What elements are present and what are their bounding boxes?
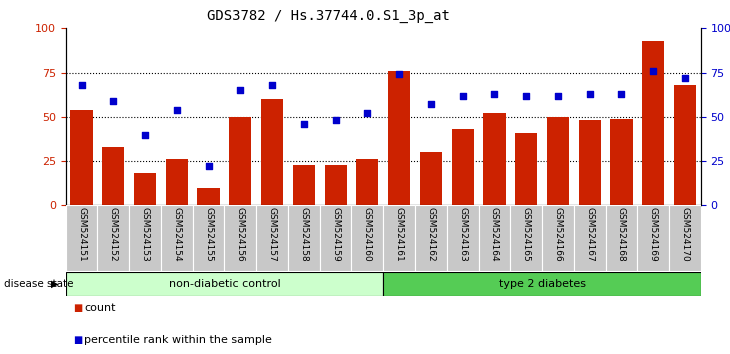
Bar: [193, 205, 224, 271]
Text: percentile rank within the sample: percentile rank within the sample: [84, 335, 272, 345]
Point: [330, 118, 342, 123]
Bar: [478, 205, 510, 271]
Bar: [574, 205, 606, 271]
Text: GSM524158: GSM524158: [299, 207, 308, 262]
Text: type 2 diabetes: type 2 diabetes: [499, 279, 585, 289]
Text: GSM524169: GSM524169: [649, 207, 658, 262]
Point: [107, 98, 119, 104]
Text: GSM524159: GSM524159: [331, 207, 340, 262]
Text: GDS3782 / Hs.37744.0.S1_3p_at: GDS3782 / Hs.37744.0.S1_3p_at: [207, 9, 450, 23]
Bar: [129, 205, 161, 271]
Text: count: count: [84, 303, 115, 313]
Bar: [102, 147, 124, 205]
Bar: [383, 272, 701, 296]
Point: [679, 75, 691, 81]
Point: [171, 107, 182, 113]
Point: [298, 121, 310, 127]
Text: GSM524170: GSM524170: [680, 207, 689, 262]
Text: GSM524157: GSM524157: [268, 207, 277, 262]
Bar: [637, 205, 669, 271]
Point: [552, 93, 564, 98]
Bar: [198, 188, 220, 205]
Text: ■: ■: [73, 303, 82, 313]
Bar: [71, 110, 93, 205]
Bar: [610, 119, 632, 205]
Point: [203, 164, 215, 169]
Bar: [452, 129, 474, 205]
Point: [520, 93, 532, 98]
Point: [488, 91, 500, 97]
Bar: [420, 152, 442, 205]
Text: non-diabetic control: non-diabetic control: [169, 279, 280, 289]
Point: [457, 93, 469, 98]
Bar: [388, 71, 410, 205]
Bar: [320, 205, 351, 271]
Bar: [483, 113, 505, 205]
Point: [76, 82, 88, 88]
Bar: [415, 205, 447, 271]
Text: GSM524152: GSM524152: [109, 207, 118, 262]
Text: GSM524151: GSM524151: [77, 207, 86, 262]
Bar: [224, 205, 256, 271]
Text: disease state: disease state: [4, 279, 73, 289]
Bar: [288, 205, 320, 271]
Bar: [447, 205, 478, 271]
Text: GSM524161: GSM524161: [395, 207, 404, 262]
Point: [393, 72, 405, 77]
Bar: [579, 120, 601, 205]
Text: GSM524165: GSM524165: [522, 207, 531, 262]
Bar: [261, 99, 283, 205]
Bar: [547, 117, 569, 205]
Text: GSM524156: GSM524156: [236, 207, 245, 262]
Bar: [606, 205, 637, 271]
Text: ■: ■: [73, 335, 82, 345]
Text: GSM524154: GSM524154: [172, 207, 181, 262]
Bar: [134, 173, 156, 205]
Text: ▶: ▶: [51, 279, 58, 289]
Bar: [256, 205, 288, 271]
Bar: [642, 41, 664, 205]
Text: GSM524162: GSM524162: [426, 207, 435, 262]
Bar: [293, 165, 315, 205]
Text: GSM524153: GSM524153: [141, 207, 150, 262]
Point: [266, 82, 278, 88]
Text: GSM524167: GSM524167: [585, 207, 594, 262]
Bar: [325, 165, 347, 205]
Point: [425, 102, 437, 107]
Bar: [351, 205, 383, 271]
Bar: [166, 159, 188, 205]
Bar: [674, 85, 696, 205]
Point: [234, 87, 246, 93]
Bar: [383, 205, 415, 271]
Text: GSM524155: GSM524155: [204, 207, 213, 262]
Bar: [669, 205, 701, 271]
Bar: [161, 205, 193, 271]
Text: GSM524163: GSM524163: [458, 207, 467, 262]
Bar: [356, 159, 378, 205]
Point: [648, 68, 659, 74]
Bar: [510, 205, 542, 271]
Text: GSM524160: GSM524160: [363, 207, 372, 262]
Bar: [66, 272, 383, 296]
Bar: [542, 205, 574, 271]
Point: [584, 91, 596, 97]
Text: GSM524164: GSM524164: [490, 207, 499, 262]
Text: GSM524168: GSM524168: [617, 207, 626, 262]
Bar: [66, 205, 98, 271]
Bar: [229, 117, 251, 205]
Point: [139, 132, 151, 137]
Bar: [98, 205, 129, 271]
Point: [361, 110, 373, 116]
Point: [615, 91, 627, 97]
Text: GSM524166: GSM524166: [553, 207, 562, 262]
Bar: [515, 133, 537, 205]
